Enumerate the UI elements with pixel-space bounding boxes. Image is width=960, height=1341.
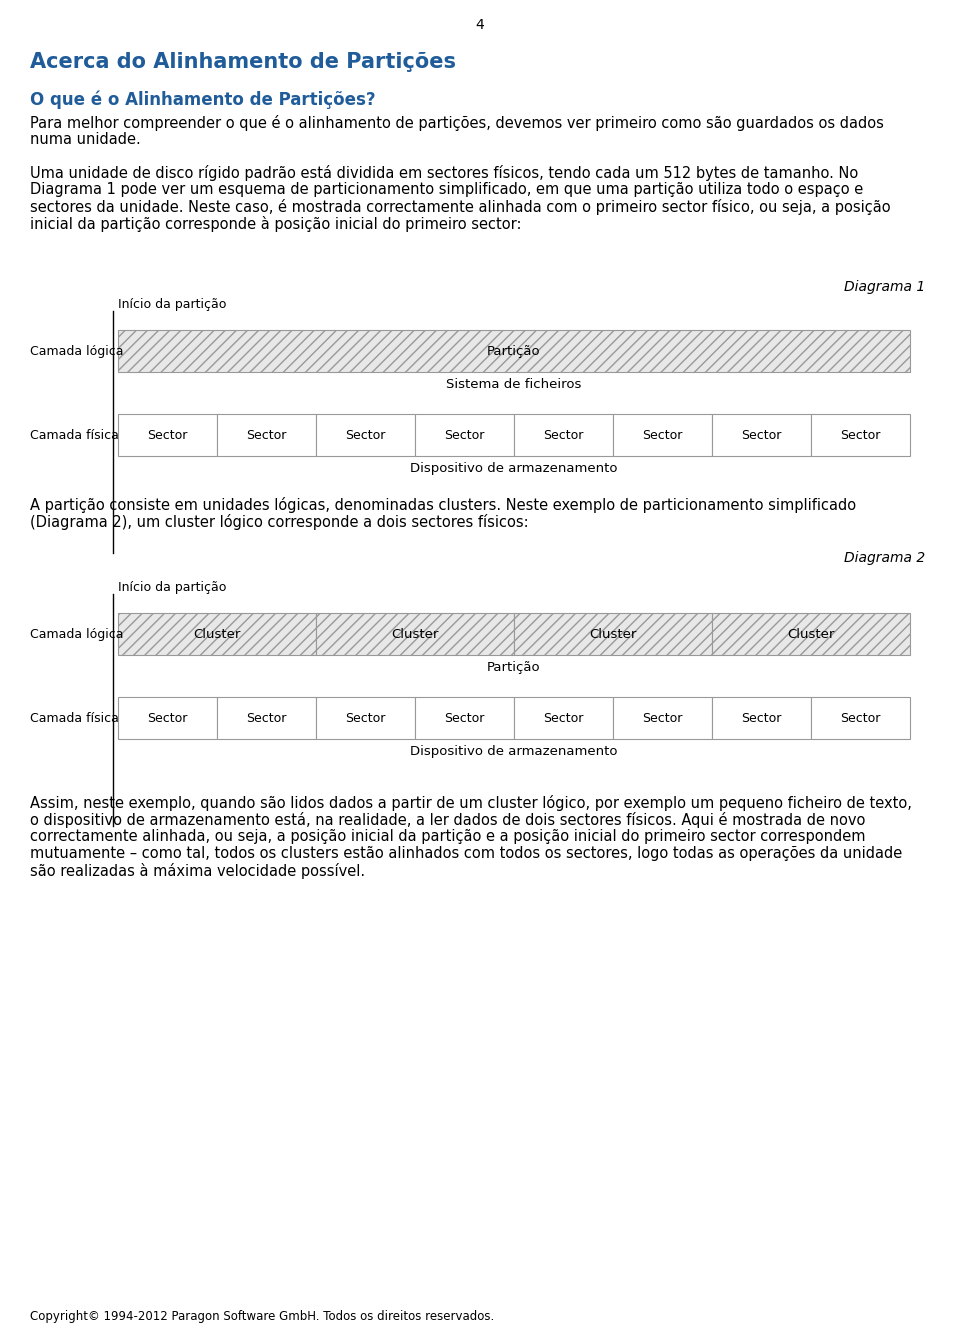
Bar [811,697,910,739]
Bar [118,613,316,654]
Text: Diagrama 1: Diagrama 1 [844,280,925,294]
Text: Camada lógica: Camada lógica [30,628,124,641]
Text: Cluster: Cluster [193,628,241,641]
Text: numa unidade.: numa unidade. [30,131,141,148]
Text: 4: 4 [475,17,485,32]
Text: A partição consiste em unidades lógicas, denominadas clusters. Neste exemplo de : A partição consiste em unidades lógicas,… [30,498,856,514]
Text: Sector: Sector [147,429,188,441]
Bar [217,414,316,456]
Bar [613,697,712,739]
Bar [118,330,910,371]
Text: sectores da unidade. Neste caso, é mostrada correctamente alinhada com o primeir: sectores da unidade. Neste caso, é mostr… [30,198,891,215]
Bar [415,697,514,739]
Text: Camada física: Camada física [30,429,119,441]
Text: Cluster: Cluster [392,628,439,641]
Text: Sector: Sector [147,712,188,724]
Text: Copyright© 1994-2012 Paragon Software GmbH. Todos os direitos reservados.: Copyright© 1994-2012 Paragon Software Gm… [30,1310,494,1324]
Text: são realizadas à máxima velocidade possível.: são realizadas à máxima velocidade possí… [30,864,365,878]
Bar [514,414,613,456]
Text: Cluster: Cluster [589,628,636,641]
Text: Sector: Sector [543,429,584,441]
Bar [712,697,811,739]
Bar [118,414,217,456]
Text: Sector: Sector [346,429,386,441]
Text: Partição: Partição [487,661,540,675]
Bar [217,697,316,739]
Text: Sector: Sector [444,429,485,441]
Text: o dispositivo de armazenamento está, na realidade, a ler dados de dois sectores : o dispositivo de armazenamento está, na … [30,813,865,827]
Text: Início da partição: Início da partição [118,581,227,594]
Text: Diagrama 2: Diagrama 2 [844,551,925,565]
Text: Camada lógica: Camada lógica [30,345,124,358]
Text: Início da partição: Início da partição [118,298,227,311]
Text: Sector: Sector [840,712,880,724]
Text: Sector: Sector [444,712,485,724]
Bar [613,414,712,456]
Bar [118,697,217,739]
Text: Uma unidade de disco rígido padrão está dividida em sectores físicos, tendo cada: Uma unidade de disco rígido padrão está … [30,165,858,181]
Text: O que é o Alinhamento de Partições?: O que é o Alinhamento de Partições? [30,90,375,109]
Text: Sector: Sector [247,712,287,724]
Text: Sector: Sector [642,429,683,441]
Text: Diagrama 1 pode ver um esquema de particionamento simplificado, em que uma parti: Diagrama 1 pode ver um esquema de partic… [30,182,863,197]
Bar [712,414,811,456]
Text: Sector: Sector [543,712,584,724]
Text: inicial da partição corresponde à posição inicial do primeiro sector:: inicial da partição corresponde à posiçã… [30,216,521,232]
Bar [514,613,712,654]
Text: Sector: Sector [741,429,781,441]
Bar [316,697,415,739]
Bar [415,414,514,456]
Text: Sector: Sector [840,429,880,441]
Text: correctamente alinhada, ou seja, a posição inicial da partição e a posição inici: correctamente alinhada, ou seja, a posiç… [30,829,866,843]
Text: Para melhor compreender o que é o alinhamento de partições, devemos ver primeiro: Para melhor compreender o que é o alinha… [30,115,884,131]
Text: Sistema de ficheiros: Sistema de ficheiros [446,378,582,392]
Text: Sector: Sector [346,712,386,724]
Text: (Diagrama 2), um cluster lógico corresponde a dois sectores físicos:: (Diagrama 2), um cluster lógico correspo… [30,514,529,530]
Text: mutuamente – como tal, todos os clusters estão alinhados com todos os sectores, : mutuamente – como tal, todos os clusters… [30,846,902,861]
Text: Dispositivo de armazenamento: Dispositivo de armazenamento [410,463,617,475]
Bar [514,697,613,739]
Text: Camada física: Camada física [30,712,119,724]
Text: Dispositivo de armazenamento: Dispositivo de armazenamento [410,746,617,758]
Bar [316,613,514,654]
Text: Sector: Sector [642,712,683,724]
Text: Cluster: Cluster [787,628,834,641]
Text: Sector: Sector [741,712,781,724]
Bar [811,414,910,456]
Bar [712,613,910,654]
Text: Partição: Partição [487,345,540,358]
Bar [316,414,415,456]
Text: Assim, neste exemplo, quando são lidos dados a partir de um cluster lógico, por : Assim, neste exemplo, quando são lidos d… [30,795,912,811]
Text: Acerca do Alinhamento de Partições: Acerca do Alinhamento de Partições [30,52,456,72]
Text: Sector: Sector [247,429,287,441]
